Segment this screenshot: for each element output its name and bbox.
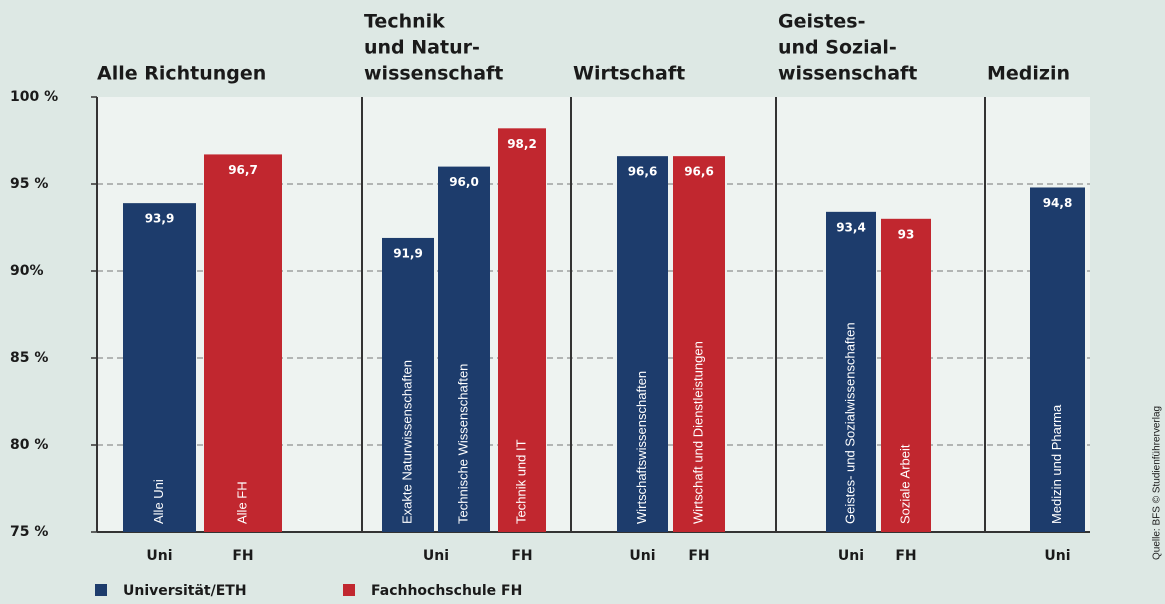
bar-name: Exakte Naturwissenschaften	[399, 360, 414, 524]
group-title: wissenschaft	[364, 63, 503, 85]
x-tick-label: Uni	[146, 548, 172, 564]
x-tick-label: Uni	[838, 548, 864, 564]
bar	[826, 211, 876, 532]
value-label: 91,9	[393, 246, 423, 260]
value-label: 93,4	[836, 220, 866, 234]
value-label: 96,6	[628, 165, 658, 179]
bar-name: Wirtschaftswissenschaften	[634, 371, 649, 524]
group-title: Alle Richtungen	[97, 63, 266, 85]
bar-name: Alle FH	[234, 481, 249, 524]
value-label: 93,9	[145, 212, 175, 226]
legend-label: Universität/ETH	[123, 583, 247, 599]
value-label: 98,2	[507, 137, 537, 151]
x-tick-label: FH	[688, 548, 709, 564]
bar-name: Medizin und Pharma	[1049, 404, 1064, 524]
x-tick-label: Uni	[423, 548, 449, 564]
x-tick-label: FH	[232, 548, 253, 564]
group-title: Medizin	[987, 63, 1070, 85]
bar-name: Geistes- und Sozialwissenschaften	[842, 322, 857, 524]
bar-name: Technik und IT	[513, 439, 528, 524]
value-label: 93	[898, 227, 915, 241]
legend-swatch	[343, 584, 355, 596]
bar-name: Soziale Arbeit	[897, 444, 912, 524]
y-tick-label: 90%	[10, 263, 44, 279]
bar-name: Alle Uni	[151, 479, 166, 524]
group-title: Technik	[364, 11, 445, 33]
bar-name: Wirtschaft und Dienstleistungen	[690, 341, 705, 524]
x-tick-label: FH	[511, 548, 532, 564]
y-tick-label: 100 %	[10, 89, 58, 105]
group-title: und Sozial-	[778, 37, 897, 59]
y-tick-label: 85 %	[10, 350, 48, 366]
bar	[673, 156, 725, 532]
bar	[617, 156, 668, 532]
group-title: Wirtschaft	[573, 63, 685, 85]
source: Quelle: BFS © Studienführerverlag	[1152, 406, 1163, 560]
x-tick-label: FH	[895, 548, 916, 564]
group-title: und Natur-	[364, 37, 480, 59]
bar	[382, 237, 434, 532]
bar	[204, 154, 282, 533]
y-tick-label: 75 %	[10, 524, 48, 540]
legend-label: Fachhochschule FH	[371, 583, 522, 599]
group-title: wissenschaft	[778, 63, 917, 85]
x-tick-label: Uni	[629, 548, 655, 564]
y-tick-label: 80 %	[10, 437, 48, 453]
bar	[498, 128, 546, 532]
y-tick-label: 95 %	[10, 176, 48, 192]
value-label: 94,8	[1043, 196, 1073, 210]
legend-swatch	[95, 584, 107, 596]
bar	[1030, 187, 1085, 533]
value-label: 96,6	[684, 165, 714, 179]
bar	[438, 166, 490, 532]
bar	[881, 218, 931, 533]
group-title: Geistes-	[778, 11, 865, 33]
bar	[123, 203, 196, 532]
value-label: 96,0	[449, 175, 479, 189]
value-label: 96,7	[228, 163, 258, 177]
bar-name: Technische Wissenschaften	[455, 364, 470, 524]
x-tick-label: Uni	[1044, 548, 1070, 564]
